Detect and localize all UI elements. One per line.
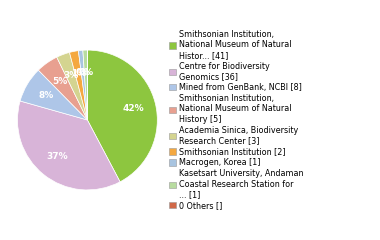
Wedge shape (78, 50, 87, 120)
Text: 0%: 0% (75, 68, 90, 77)
Wedge shape (17, 101, 120, 190)
Text: 3%: 3% (63, 71, 78, 80)
Wedge shape (70, 51, 87, 120)
Wedge shape (87, 50, 157, 182)
Wedge shape (83, 50, 87, 120)
Text: 5%: 5% (52, 77, 68, 86)
Legend: Smithsonian Institution,
National Museum of Natural
Histor... [41], Centre for B: Smithsonian Institution, National Museum… (169, 29, 304, 211)
Wedge shape (57, 52, 87, 120)
Text: 8%: 8% (39, 91, 54, 100)
Text: 1%: 1% (71, 69, 86, 78)
Wedge shape (38, 57, 87, 120)
Text: 37%: 37% (47, 152, 68, 162)
Text: 0%: 0% (78, 68, 93, 77)
Text: 42%: 42% (123, 104, 144, 113)
Wedge shape (20, 70, 87, 120)
